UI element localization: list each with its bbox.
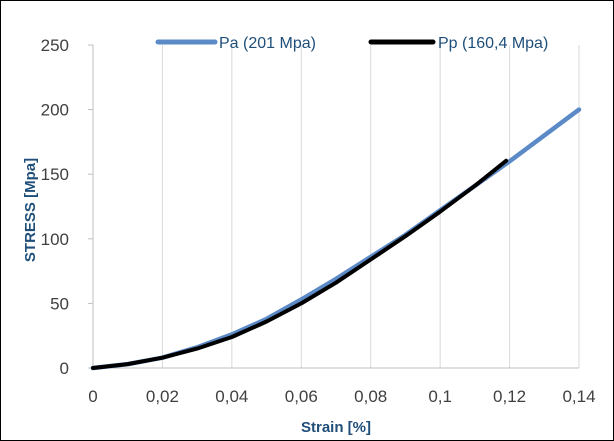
x-tick-label: 0,04: [215, 387, 248, 406]
axis-layer: 0 50 100 150 200 250 0 0,02 0,04 0,06 0,08 0,1 0,12 0…: [41, 36, 596, 406]
series-line-pa: [90, 107, 582, 371]
y-tick-label: 150: [41, 165, 69, 184]
legend-label-pa: Pa (201 Mpa): [219, 35, 316, 52]
y-tick-label: 50: [50, 294, 69, 313]
x-tick-label: 0,02: [146, 387, 179, 406]
grid-layer: [161, 45, 580, 368]
series-layer: [90, 107, 582, 371]
x-tick-label: 0,06: [285, 387, 318, 406]
x-tick-label: 0,12: [493, 387, 526, 406]
legend-label-pp: Pp (160,4 Mpa): [438, 35, 548, 52]
x-tick-label: 0: [88, 387, 97, 406]
legend: Pa (201 Mpa) Pp (160,4 Mpa): [155, 35, 548, 52]
x-tick-label: 0,14: [562, 387, 595, 406]
y-tick-label: 0: [60, 359, 69, 378]
y-axis-title: STRESS [Mpa]: [22, 158, 39, 262]
y-tick-label: 250: [41, 36, 69, 55]
x-tick-label: 0,08: [354, 387, 387, 406]
series-line-pp: [91, 158, 509, 370]
y-tick-label: 100: [41, 230, 69, 249]
y-tick-label: 200: [41, 101, 69, 120]
x-axis-title: Strain [%]: [301, 419, 371, 436]
x-tick-label: 0,1: [428, 387, 452, 406]
